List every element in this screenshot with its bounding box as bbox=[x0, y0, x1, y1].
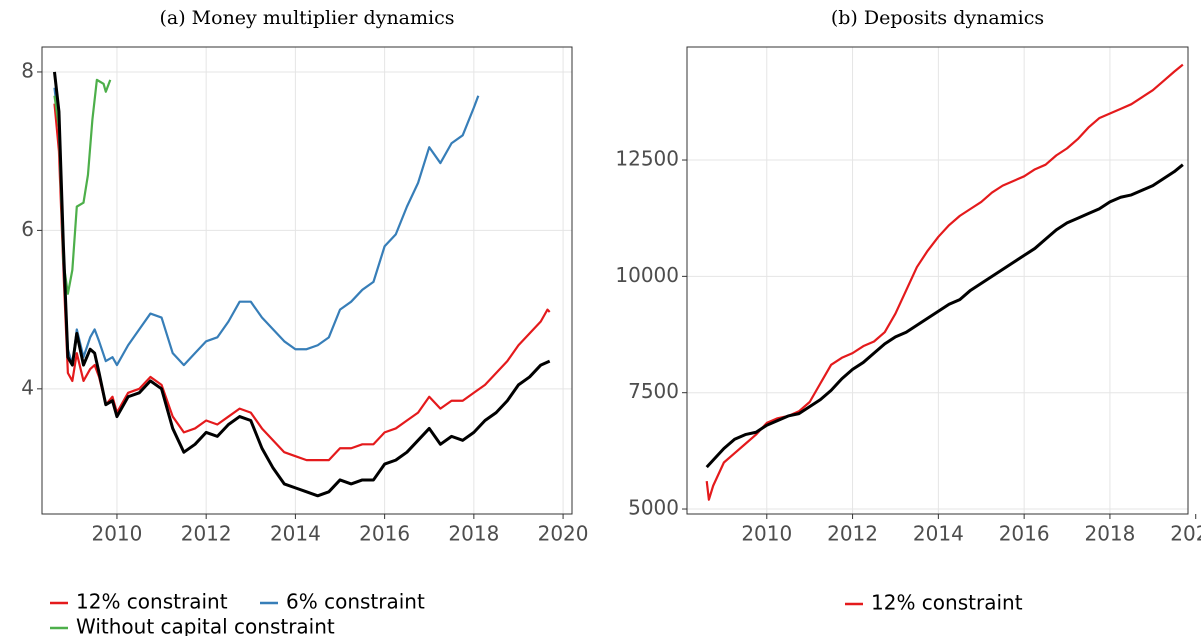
legend-label: 12% constraint bbox=[76, 590, 228, 614]
legend-label: 6% constraint bbox=[286, 590, 425, 614]
x-tick-label: 2012 bbox=[827, 522, 878, 546]
y-tick-label: 5000 bbox=[628, 496, 679, 520]
chart-title: (a) Money multiplier dynamics bbox=[159, 7, 454, 29]
x-tick-label: 2018 bbox=[1084, 522, 1135, 546]
series-line bbox=[705, 63, 1184, 501]
series-line bbox=[52, 71, 551, 498]
x-tick-label: 2018 bbox=[448, 522, 499, 546]
x-tick-label: 2014 bbox=[913, 522, 964, 546]
x-tick-label: 2020 bbox=[1170, 522, 1201, 546]
plot-background bbox=[687, 47, 1188, 514]
x-tick-label: 2016 bbox=[359, 522, 410, 546]
y-tick-label: 4 bbox=[21, 375, 34, 399]
x-tick-label: 2012 bbox=[181, 522, 232, 546]
y-tick-label: 7500 bbox=[628, 379, 679, 403]
x-tick-label: 2016 bbox=[999, 522, 1050, 546]
plot-border bbox=[686, 46, 1189, 515]
series-line bbox=[705, 163, 1184, 469]
legend-label: Without capital constraint bbox=[76, 615, 335, 636]
plot-border bbox=[41, 46, 573, 515]
plot-background bbox=[42, 47, 572, 514]
y-tick-label: 8 bbox=[21, 58, 34, 82]
y-tick-label: 12500 bbox=[615, 147, 679, 171]
x-tick-label: 2014 bbox=[270, 522, 321, 546]
y-tick-label: 10000 bbox=[615, 263, 679, 287]
chart-title: (b) Deposits dynamics bbox=[831, 7, 1044, 29]
y-tick-label: 6 bbox=[21, 217, 34, 241]
x-tick-label: 2020 bbox=[538, 522, 589, 546]
series-group bbox=[705, 63, 1184, 501]
legend-label: 12% constraint bbox=[871, 591, 1023, 615]
series-group bbox=[52, 71, 551, 498]
series-line bbox=[53, 87, 480, 367]
x-tick-label: 2010 bbox=[741, 522, 792, 546]
x-tick-label: 2010 bbox=[91, 522, 142, 546]
